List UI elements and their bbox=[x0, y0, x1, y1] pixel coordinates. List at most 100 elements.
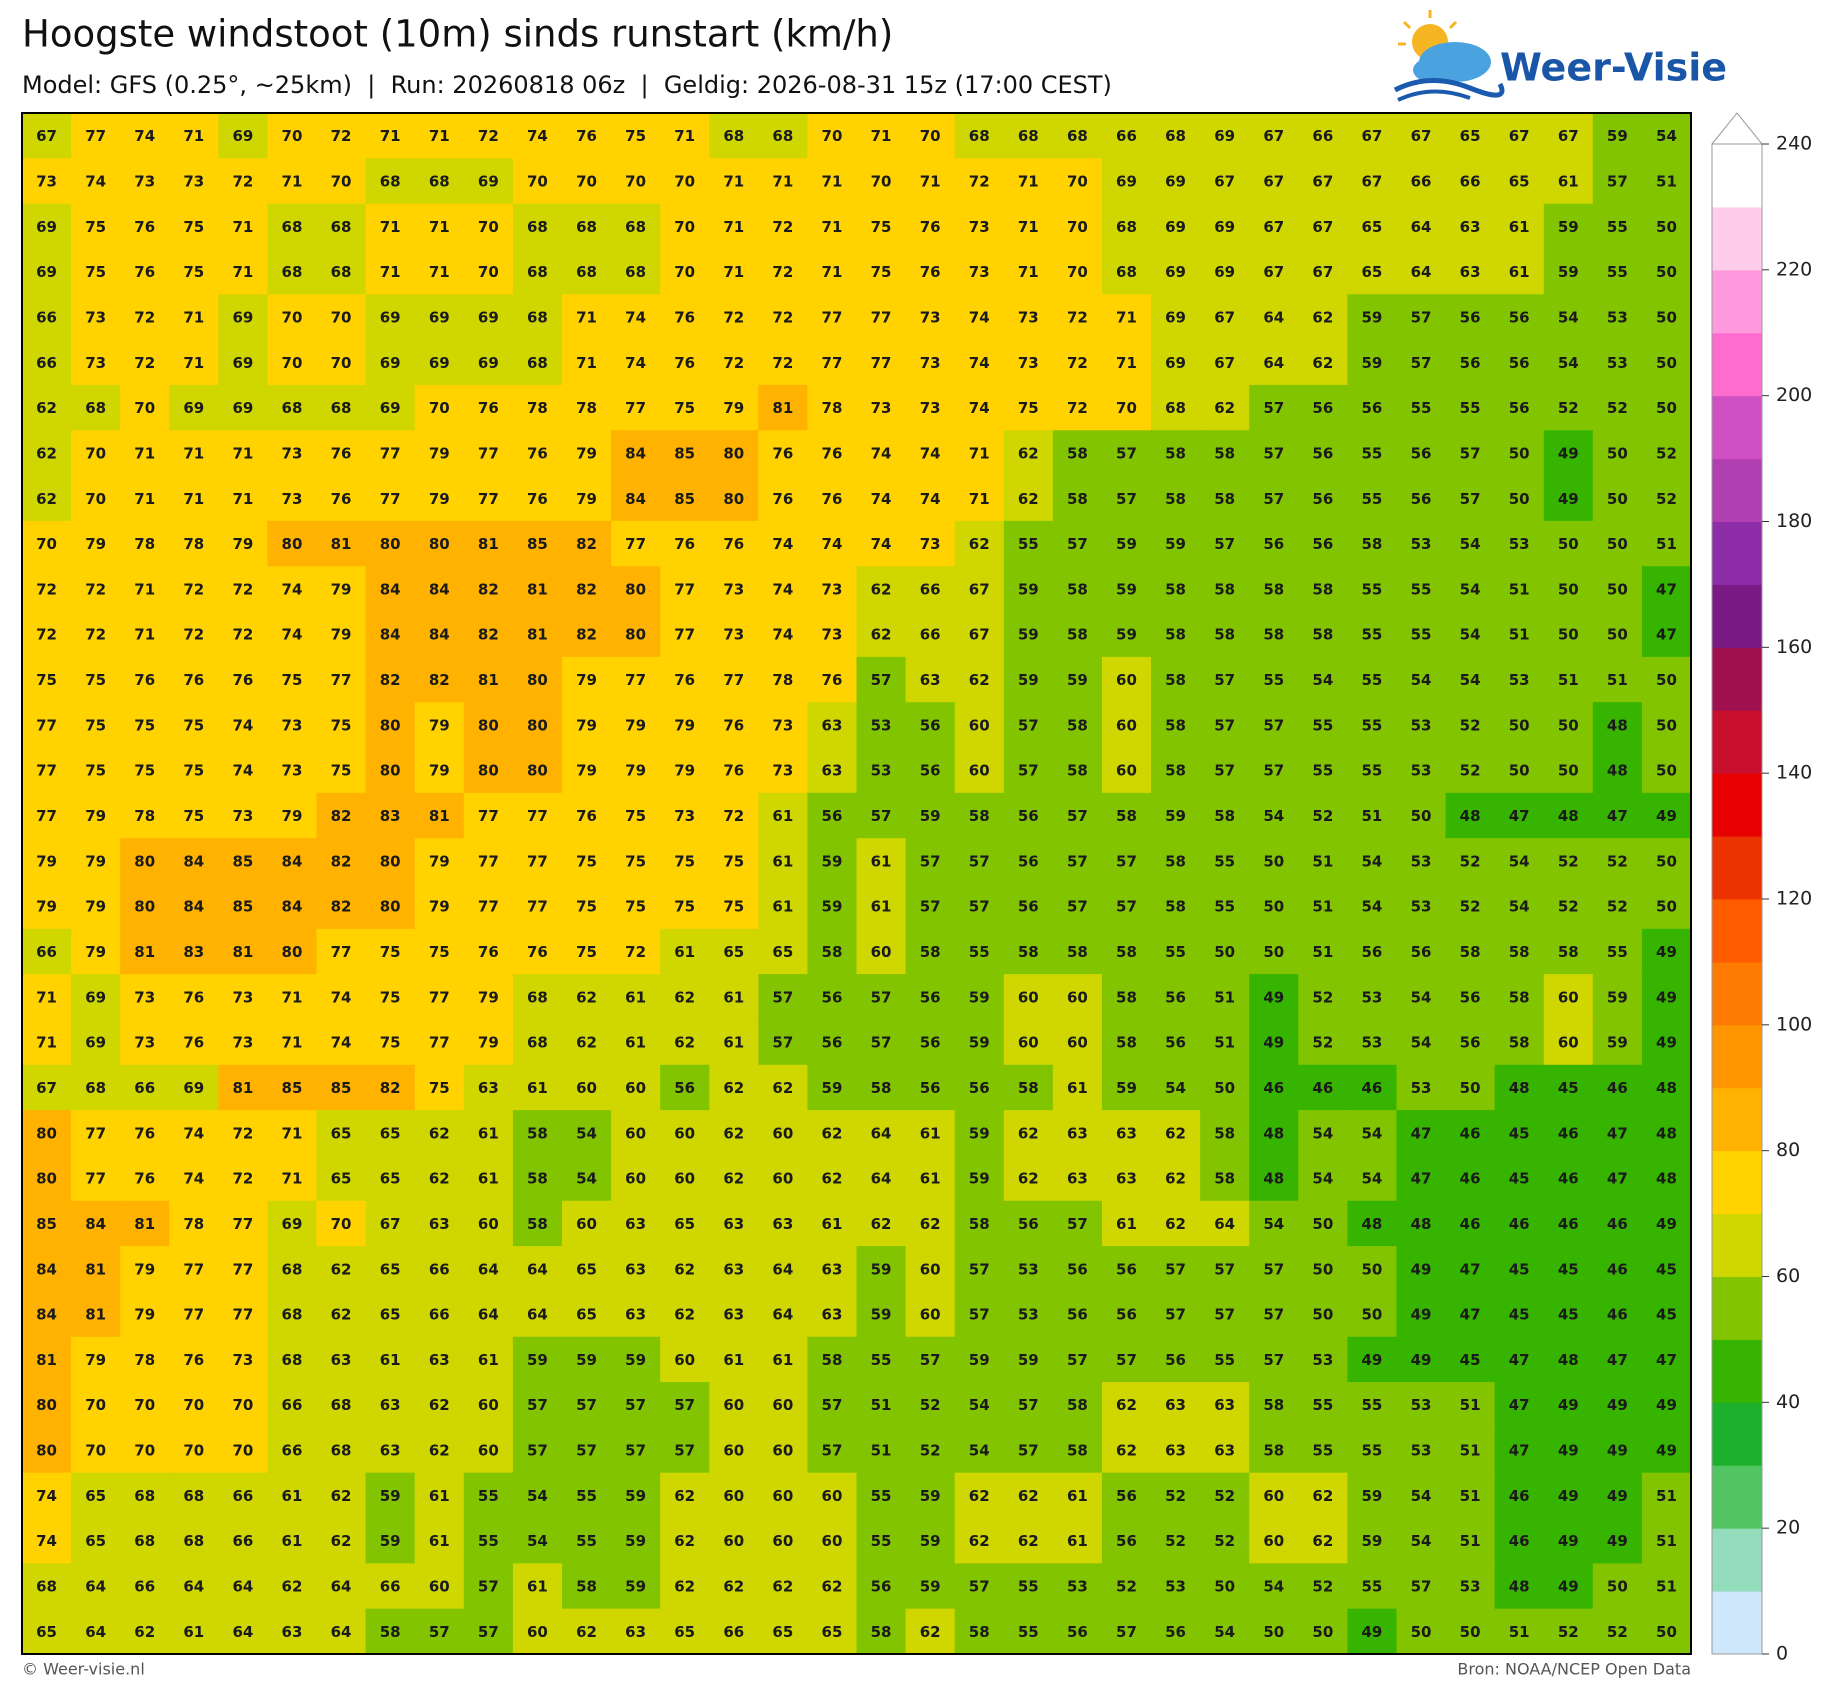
gust-value: 57 bbox=[1018, 1396, 1039, 1414]
gust-value: 75 bbox=[429, 943, 450, 961]
gust-value: 55 bbox=[1607, 263, 1628, 281]
gust-value: 65 bbox=[36, 1623, 57, 1641]
gust-value: 58 bbox=[1509, 1034, 1530, 1052]
gust-value: 61 bbox=[183, 1623, 204, 1641]
gust-value: 72 bbox=[1067, 399, 1088, 417]
field-cell bbox=[905, 475, 956, 522]
gust-value: 71 bbox=[723, 218, 744, 236]
colorbar-bin bbox=[1712, 206, 1762, 271]
gust-value: 77 bbox=[723, 671, 744, 689]
gust-value: 57 bbox=[1263, 444, 1284, 462]
field-cell bbox=[1347, 475, 1398, 522]
gust-value: 69 bbox=[183, 399, 204, 417]
gust-value: 67 bbox=[1214, 308, 1235, 326]
gust-value: 68 bbox=[527, 988, 548, 1006]
gust-value: 63 bbox=[478, 1079, 499, 1097]
gust-value: 77 bbox=[232, 1215, 253, 1233]
field-cell bbox=[1445, 248, 1496, 295]
gust-value: 60 bbox=[772, 1532, 793, 1550]
field-cell bbox=[1592, 520, 1643, 567]
gust-value: 56 bbox=[871, 1578, 892, 1596]
field-cell bbox=[463, 203, 514, 250]
gust-value: 62 bbox=[969, 1487, 990, 1505]
field-cell bbox=[1347, 883, 1398, 930]
gust-value: 72 bbox=[36, 580, 57, 598]
field-cell bbox=[905, 656, 956, 703]
gust-value: 48 bbox=[1558, 807, 1579, 825]
gust-value: 74 bbox=[969, 354, 990, 372]
gust-value: 74 bbox=[232, 762, 253, 780]
gust-value: 80 bbox=[134, 898, 155, 916]
field-cell bbox=[169, 792, 219, 839]
field-cell bbox=[1052, 430, 1103, 477]
gust-value: 55 bbox=[969, 943, 990, 961]
field-cell bbox=[316, 520, 367, 567]
gust-value: 82 bbox=[331, 807, 352, 825]
field-cell bbox=[954, 384, 1005, 431]
gust-value: 72 bbox=[723, 807, 744, 825]
gust-value: 50 bbox=[1607, 580, 1628, 598]
gust-value: 54 bbox=[1361, 898, 1382, 916]
gust-value: 58 bbox=[871, 1079, 892, 1097]
gust-value: 60 bbox=[674, 1351, 695, 1369]
gust-value: 80 bbox=[282, 943, 303, 961]
field-cell bbox=[709, 384, 759, 431]
gust-value: 57 bbox=[822, 1442, 843, 1460]
field-cell bbox=[218, 475, 269, 522]
field-cell bbox=[169, 838, 219, 885]
gust-value: 76 bbox=[134, 263, 155, 281]
gust-value: 76 bbox=[723, 762, 744, 780]
gust-value: 69 bbox=[429, 354, 450, 372]
field-cell bbox=[316, 248, 367, 295]
field-cell bbox=[1101, 928, 1152, 975]
gust-value: 79 bbox=[478, 988, 499, 1006]
gust-value: 50 bbox=[1656, 308, 1677, 326]
field-cell bbox=[807, 384, 858, 431]
gust-value: 54 bbox=[1509, 852, 1530, 870]
gust-value: 57 bbox=[478, 1623, 499, 1641]
field-cell bbox=[1347, 974, 1398, 1021]
field-cell bbox=[1052, 339, 1103, 386]
gust-value: 54 bbox=[1312, 1124, 1333, 1142]
gust-value: 79 bbox=[85, 535, 106, 553]
field-cell bbox=[267, 248, 318, 295]
gust-value: 81 bbox=[232, 943, 253, 961]
gust-value: 68 bbox=[282, 399, 303, 417]
gust-value: 66 bbox=[36, 308, 57, 326]
gust-value: 77 bbox=[478, 444, 499, 462]
field-cell bbox=[807, 838, 858, 885]
field-cell bbox=[1445, 113, 1496, 159]
gust-value: 63 bbox=[1460, 263, 1481, 281]
gust-value: 53 bbox=[1361, 1034, 1382, 1052]
field-cell bbox=[365, 339, 416, 386]
gust-value: 71 bbox=[1018, 218, 1039, 236]
gust-value: 68 bbox=[1116, 218, 1137, 236]
field-cell bbox=[709, 702, 759, 749]
gust-value: 69 bbox=[232, 127, 253, 145]
gust-value: 57 bbox=[1263, 716, 1284, 734]
field-cell bbox=[120, 294, 170, 341]
gust-value: 76 bbox=[674, 535, 695, 553]
gust-value: 50 bbox=[1607, 444, 1628, 462]
field-cell bbox=[611, 702, 661, 749]
gust-value: 59 bbox=[1116, 580, 1137, 598]
colorbar-bin bbox=[1712, 1150, 1762, 1215]
gust-value: 70 bbox=[232, 1396, 253, 1414]
field-cell bbox=[660, 611, 710, 658]
field-cell bbox=[660, 838, 710, 885]
field-cell bbox=[218, 520, 269, 567]
gust-value: 84 bbox=[625, 444, 646, 462]
gust-value: 48 bbox=[1263, 1170, 1284, 1188]
field-cell bbox=[1298, 883, 1348, 930]
gust-value: 57 bbox=[674, 1396, 695, 1414]
field-cell bbox=[22, 611, 72, 658]
field-cell bbox=[512, 747, 563, 794]
field-cell bbox=[1396, 158, 1447, 205]
field-cell bbox=[709, 792, 759, 839]
field-cell bbox=[1347, 384, 1398, 431]
gust-value: 59 bbox=[1165, 807, 1186, 825]
field-cell bbox=[954, 747, 1005, 794]
field-cell bbox=[169, 702, 219, 749]
field-cell bbox=[1101, 702, 1152, 749]
gust-value: 74 bbox=[772, 535, 793, 553]
